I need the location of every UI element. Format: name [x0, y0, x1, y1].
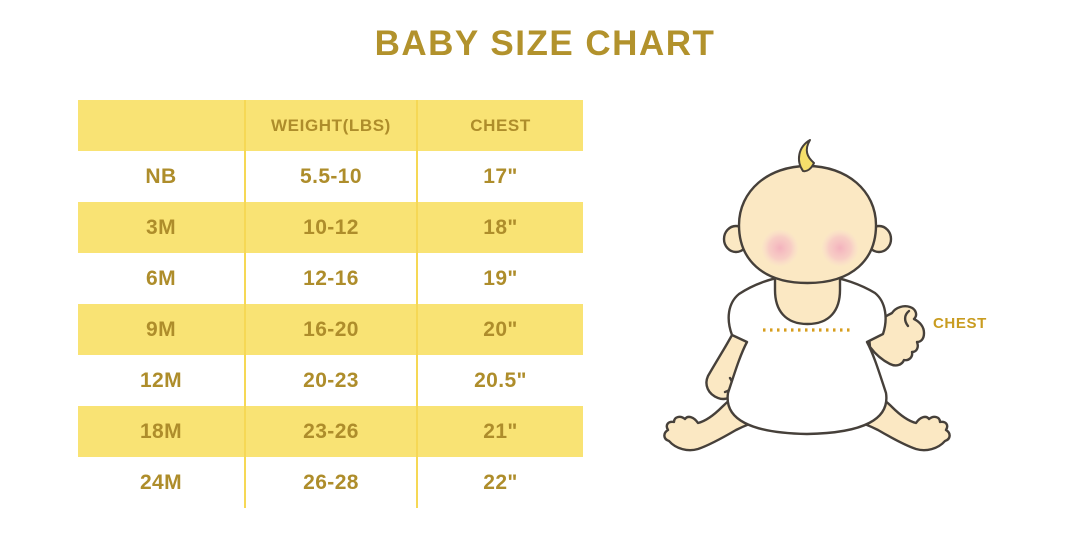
baby-sitting-drawing: [663, 139, 951, 452]
table-row: 6M 12-16 19": [78, 253, 583, 304]
table-row: 18M 23-26 21": [78, 406, 583, 457]
size-cell: 9M: [146, 317, 176, 341]
weight-cell: 10-12: [244, 202, 416, 253]
column-header-chest: CHEST: [416, 100, 583, 151]
baby-right-blush: [821, 229, 859, 267]
column-header-weight: WEIGHT(LBS): [244, 100, 416, 151]
chest-cell: 20": [416, 304, 583, 355]
size-cell: 18M: [139, 419, 183, 443]
baby-left-blush: [761, 229, 799, 267]
baby-right-thumb-line: [903, 309, 911, 328]
page-title: BABY SIZE CHART: [374, 24, 716, 63]
weight-cell: 16-20: [244, 304, 416, 355]
table-row: 24M 26-28 22": [78, 457, 583, 508]
table-row: 12M 20-23 20.5": [78, 355, 583, 406]
size-cell: NB: [145, 164, 177, 188]
chest-measurement-label: CHEST: [933, 315, 987, 332]
chest-cell: 21": [416, 406, 583, 457]
size-cell: 6M: [146, 266, 176, 290]
size-cell: 12M: [139, 368, 183, 392]
table-row: 9M 16-20 20": [78, 304, 583, 355]
size-chart-table: WEIGHT(LBS) CHEST NB 5.5-10 17" 3M 10-12…: [78, 100, 583, 508]
chest-cell: 18": [416, 202, 583, 253]
size-cell: 24M: [139, 470, 183, 494]
table-row: NB 5.5-10 17": [78, 151, 583, 202]
table-header-row: WEIGHT(LBS) CHEST: [78, 100, 583, 151]
column-header-size: [78, 100, 244, 151]
baby-illustration: [640, 135, 1040, 475]
weight-cell: 20-23: [244, 355, 416, 406]
baby-hair-tuft-icon: [797, 139, 815, 173]
weight-cell: 26-28: [244, 457, 416, 508]
weight-cell: 5.5-10: [244, 151, 416, 202]
baby-shirt: [726, 274, 888, 436]
table-row: 3M 10-12 18": [78, 202, 583, 253]
chest-cell: 17": [416, 151, 583, 202]
weight-cell: 12-16: [244, 253, 416, 304]
weight-cell: 23-26: [244, 406, 416, 457]
chest-cell: 20.5": [416, 355, 583, 406]
chest-cell: 19": [416, 253, 583, 304]
chest-cell: 22": [416, 457, 583, 508]
size-cell: 3M: [146, 215, 176, 239]
baby-head: [737, 164, 878, 285]
